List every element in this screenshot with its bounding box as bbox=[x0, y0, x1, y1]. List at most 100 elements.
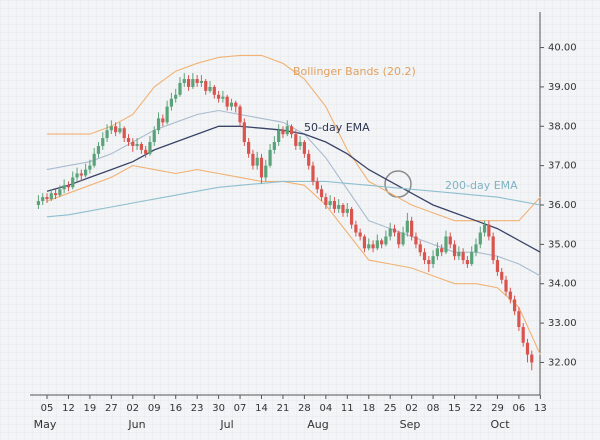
x-tick-label: 29 bbox=[491, 403, 504, 414]
candle-body bbox=[281, 130, 285, 135]
candle-body bbox=[349, 208, 354, 225]
month-label: Sep bbox=[400, 418, 421, 431]
candle-body bbox=[135, 143, 139, 146]
candle-body bbox=[238, 106, 242, 123]
candle-body bbox=[345, 208, 349, 213]
candle-body bbox=[49, 193, 53, 200]
candle-body bbox=[92, 153, 96, 166]
candle-body bbox=[204, 81, 208, 91]
x-tick-label: 04 bbox=[319, 403, 332, 414]
x-tick-label: 21 bbox=[277, 403, 290, 414]
candle-body bbox=[199, 81, 204, 83]
candle-body bbox=[319, 189, 324, 198]
x-tick-label: 19 bbox=[84, 403, 97, 414]
candle-body bbox=[62, 185, 66, 190]
candle-body bbox=[289, 126, 294, 135]
candle-body bbox=[431, 256, 435, 265]
candle-body bbox=[84, 169, 88, 176]
candle-body bbox=[302, 142, 306, 154]
candle-body bbox=[482, 224, 487, 233]
candle-body bbox=[96, 145, 101, 154]
candle-body bbox=[465, 260, 470, 265]
candle-body bbox=[401, 232, 405, 245]
candle-body bbox=[255, 157, 259, 166]
x-tick-label: 18 bbox=[362, 403, 375, 414]
candle-body bbox=[435, 248, 439, 257]
candle-body bbox=[178, 82, 182, 95]
candle-body bbox=[337, 205, 341, 209]
month-label: Aug bbox=[307, 418, 328, 431]
candle-body bbox=[371, 244, 375, 249]
candle-body bbox=[36, 201, 41, 205]
candle-body bbox=[191, 79, 195, 87]
series-line bbox=[46, 165, 541, 355]
x-tick-label: 16 bbox=[169, 403, 182, 414]
candle-body bbox=[217, 94, 221, 99]
candle-body bbox=[513, 299, 517, 312]
candle-body bbox=[174, 94, 178, 99]
y-tick-label: 36.00 bbox=[548, 200, 577, 211]
candle-body bbox=[45, 197, 49, 200]
candle-body bbox=[58, 189, 62, 196]
candle-body bbox=[208, 86, 212, 91]
month-label: Jun bbox=[127, 418, 145, 431]
y-tick-label: 40.00 bbox=[548, 43, 577, 54]
month-label: Oct bbox=[490, 418, 510, 431]
x-tick-label: 08 bbox=[427, 403, 440, 414]
candle-body bbox=[508, 291, 512, 300]
candle-body bbox=[367, 244, 371, 249]
y-tick-label: 32.00 bbox=[548, 357, 577, 368]
candle-body bbox=[328, 201, 332, 205]
candle-body bbox=[264, 165, 268, 178]
series-line bbox=[47, 54, 541, 222]
candle-body bbox=[362, 236, 367, 249]
candle-body bbox=[410, 220, 414, 237]
x-tick-label: 11 bbox=[341, 403, 354, 414]
candle-body bbox=[101, 138, 105, 146]
candle-body bbox=[414, 236, 418, 245]
candle-body bbox=[354, 224, 358, 233]
candle-body bbox=[118, 128, 122, 133]
candle-body bbox=[521, 327, 525, 343]
candle-body bbox=[525, 342, 530, 355]
candle-body bbox=[332, 201, 337, 209]
y-tick-label: 33.00 bbox=[548, 318, 577, 329]
candle-body bbox=[242, 122, 246, 143]
candle-body bbox=[311, 165, 315, 182]
x-tick-label: 05 bbox=[41, 403, 54, 414]
candle-body bbox=[221, 96, 225, 99]
candle-body bbox=[79, 173, 83, 176]
candle-body bbox=[268, 149, 272, 166]
candle-body bbox=[156, 118, 161, 131]
candle-body bbox=[259, 157, 264, 178]
candle-body bbox=[448, 236, 452, 245]
y-tick-label: 38.00 bbox=[548, 121, 577, 132]
candle-body bbox=[41, 197, 45, 202]
y-tick-label: 34.00 bbox=[548, 279, 577, 290]
candle-body bbox=[418, 244, 422, 253]
candle-body bbox=[444, 236, 448, 253]
candle-body bbox=[487, 224, 491, 237]
candle-body bbox=[461, 252, 465, 261]
x-tick-label: 28 bbox=[298, 403, 311, 414]
month-label: Jul bbox=[219, 418, 233, 431]
x-tick-label: 06 bbox=[513, 403, 526, 414]
candle-body bbox=[504, 279, 508, 292]
x-tick-label: 27 bbox=[105, 403, 118, 414]
candle-body bbox=[285, 126, 289, 135]
x-tick-label: 25 bbox=[384, 403, 397, 414]
candle-body bbox=[392, 228, 397, 233]
candle-body bbox=[114, 126, 118, 133]
candle-body bbox=[234, 102, 238, 107]
x-tick-label: 14 bbox=[255, 403, 268, 414]
candle-body bbox=[470, 252, 474, 265]
x-tick-label: 15 bbox=[448, 403, 461, 414]
candle-body bbox=[341, 205, 345, 213]
candle-body bbox=[75, 173, 79, 178]
candle-body bbox=[186, 79, 191, 87]
candle-body bbox=[161, 118, 165, 123]
candle-body bbox=[384, 236, 388, 245]
x-tick-label: 02 bbox=[126, 403, 139, 414]
candle-body bbox=[122, 128, 126, 139]
